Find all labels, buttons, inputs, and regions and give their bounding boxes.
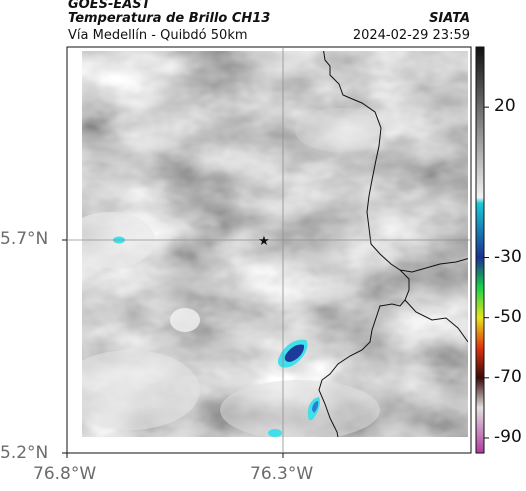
region-subtitle: Vía Medellín - Quibdó 50km: [68, 28, 248, 43]
cold-top-blue: [312, 401, 319, 413]
gridlines: [67, 47, 471, 453]
cold-cloud-patch: [295, 108, 385, 152]
cold-cloud-patch: [170, 308, 200, 332]
x-tick-label-76.8: 76.8°W: [33, 464, 97, 484]
cold-top-blue: [284, 344, 305, 362]
cold-cloud-tops: [113, 236, 321, 437]
colorbar-tick-label: -90: [494, 426, 522, 447]
product-title: Temperatura de Brillo CH13: [68, 11, 271, 26]
y-tick-label-5.2: 5.2°N: [0, 443, 49, 463]
colorbar-tick-label: 20: [494, 96, 516, 117]
colorbar-tick-label: -30: [494, 246, 522, 267]
cold-cloud-patch: [82, 350, 200, 430]
cold-cloud-patch: [220, 380, 380, 437]
colorbar-ticks: [484, 106, 489, 439]
colorbar-tick-label: -70: [494, 366, 522, 387]
cold-top-cyan: [268, 429, 282, 437]
admin-borders: [318, 51, 468, 437]
y-tick-label-5.7: 5.7°N: [0, 229, 49, 249]
satellite-title: GOES-EAST: [68, 0, 151, 12]
colorbar: [475, 46, 485, 454]
agency-label: SIATA: [429, 11, 470, 26]
star-icon: ★: [258, 234, 270, 249]
colorbar-tick-label: -50: [494, 306, 522, 327]
datetime-label: 2024-02-29 23:59: [352, 28, 470, 43]
x-tick-label-76.3: 76.3°W: [250, 464, 314, 484]
